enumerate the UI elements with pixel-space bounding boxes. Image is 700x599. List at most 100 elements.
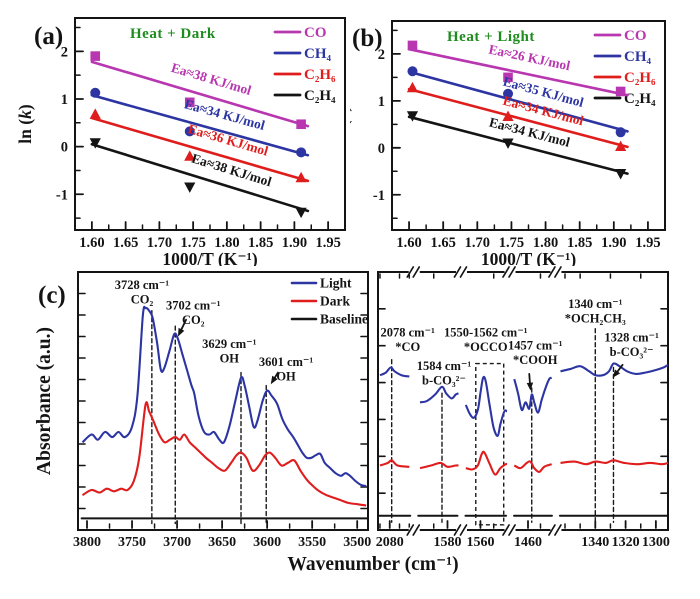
y-tick-label: -1 <box>373 188 385 204</box>
axis-break-slash <box>502 524 510 536</box>
marker-circle <box>296 147 307 158</box>
marker-triangle-up <box>502 110 514 121</box>
marker-square <box>90 51 101 61</box>
light-spectrum-curve <box>379 366 410 378</box>
marker-square <box>503 72 513 83</box>
axis-break-slash <box>502 266 510 278</box>
fit-line <box>90 60 310 128</box>
annotation-line2: CO₂ <box>182 313 205 327</box>
marker-square <box>407 40 418 51</box>
legend-label: C₂H₆ <box>624 70 656 86</box>
x-tick-label: 1.70 <box>147 235 172 251</box>
x-tick-label: 3800 <box>73 535 101 550</box>
dark-spectrum-curve <box>465 450 508 476</box>
x-tick-label: 1560 <box>466 535 494 550</box>
x-tick-label: 1.85 <box>567 235 592 251</box>
axis-break-gap <box>504 269 516 275</box>
x-tick-label: 1.75 <box>499 235 524 251</box>
y-axis-title: ln (k) <box>350 106 352 146</box>
x-tick-label: 3550 <box>298 535 326 550</box>
marker-triangle-up <box>615 140 627 151</box>
x-tick-label: 1.85 <box>248 235 273 251</box>
legend-label: C₂H₆ <box>304 67 336 83</box>
occo-dashed-rect <box>475 362 505 526</box>
annotation-arrow-shaft <box>180 318 187 331</box>
x-tick-label: 1460 <box>514 535 542 550</box>
marker-triangle-up <box>184 150 196 161</box>
legend-label: Light <box>320 276 352 291</box>
left-plot-frame <box>77 271 369 531</box>
marker-square <box>615 86 626 97</box>
annotation-line1: 1550-1562 cm⁻¹ <box>444 326 528 340</box>
axis-break-gap <box>455 527 467 533</box>
annotation-line1: 2078 cm⁻¹ <box>380 326 435 340</box>
x-tick-label: 1.80 <box>533 235 558 251</box>
x-tick-label: 3500 <box>343 535 371 550</box>
axis-break-slash <box>554 524 562 536</box>
fit-line <box>407 70 629 133</box>
light-spectrum-curve <box>81 305 367 488</box>
legend-label: CO <box>624 28 647 44</box>
y-tick-label: -1 <box>56 187 68 203</box>
x-tick-label: 3700 <box>163 535 191 550</box>
dark-spectrum-curve <box>560 459 669 466</box>
legend-label: C₂H₄ <box>624 91 656 107</box>
x-tick-label: 2080 <box>376 535 404 550</box>
annotation-arrow-head <box>612 369 621 378</box>
marker-circle <box>503 88 514 99</box>
absorbance-axis-title: Absorbance (a.u.) <box>34 327 55 475</box>
light-spectrum-curve <box>513 376 553 414</box>
annotation-line1: 1328 cm⁻¹ <box>604 331 659 345</box>
legend-label: Dark <box>320 294 350 309</box>
annotation-line1: 3601 cm⁻¹ <box>259 355 314 369</box>
fit-line <box>90 116 310 183</box>
dark-spectrum-curve <box>419 461 459 470</box>
right-plot-frame <box>377 271 669 531</box>
x-tick-label: 1.60 <box>79 235 104 251</box>
x-tick-label: 1320 <box>612 535 640 550</box>
fit-line <box>407 115 629 175</box>
axis-break-slash <box>453 266 462 278</box>
axis-break-gap <box>550 269 562 275</box>
condition-label: Heat + Light <box>447 29 535 45</box>
y-tick-label: 2 <box>61 44 68 60</box>
annotation-arrow-shaft <box>274 371 279 379</box>
x-axis-title: 1000/T (K⁻¹) <box>162 249 258 266</box>
x-tick-label: 1.60 <box>396 235 421 251</box>
x-tick-label: 1580 <box>433 535 461 550</box>
x-tick-label: 3750 <box>118 535 146 550</box>
axis-break-slash <box>548 524 556 536</box>
x-tick-label: 1.90 <box>601 235 626 251</box>
x-tick-label: 1340 <box>581 535 609 550</box>
marker-triangle-down <box>89 138 101 149</box>
marker-circle <box>90 87 101 98</box>
axis-break-slash <box>406 266 415 278</box>
x-tick-label: 3650 <box>208 535 236 550</box>
condition-label: Heat + Dark <box>130 26 216 42</box>
panel-a-arrhenius-chart: 1.60 1.65 1.70 1.75 1.80 1.85 1.90 1.95 2 1 0 -1 100… <box>15 17 346 266</box>
legend-label: CH₄ <box>624 49 652 65</box>
y-tick-label: 2 <box>378 47 385 63</box>
y-tick-label: 0 <box>61 140 68 156</box>
axis-break-slash <box>554 266 562 278</box>
light-spectrum-curve <box>560 362 669 377</box>
axis-break-gap <box>408 269 420 275</box>
panel-c-ftir-chart: (c) Absorbance (a.u.) Wavenumber (cm⁻¹) 380… <box>34 266 670 575</box>
x-tick-label: 3600 <box>253 535 281 550</box>
marker-triangle-down <box>184 182 196 193</box>
axis-break-gap <box>408 527 420 533</box>
panel-b-arrhenius-chart: 1.60 1.65 1.70 1.75 1.80 1.85 1.90 1.95 2 1 0 -1 100… <box>350 20 666 266</box>
annotation-line2: *COOH <box>513 353 558 367</box>
x-axis-title: 1000/T (K⁻¹) <box>481 249 577 266</box>
dark-spectrum-curve <box>81 401 367 507</box>
panel-label: (b) <box>352 25 383 52</box>
marker-triangle-up <box>89 108 101 119</box>
x-tick-label: 1.70 <box>465 235 490 251</box>
annotation-arrow-head <box>177 327 185 337</box>
annotation-line2: *OCH₂CH₃ <box>565 312 626 326</box>
annotation-arrow-head <box>526 382 534 391</box>
marker-triangle-down <box>406 111 419 122</box>
axis-break-slash <box>453 524 462 536</box>
fit-line <box>407 47 629 97</box>
light-spectrum-curve <box>419 385 459 404</box>
